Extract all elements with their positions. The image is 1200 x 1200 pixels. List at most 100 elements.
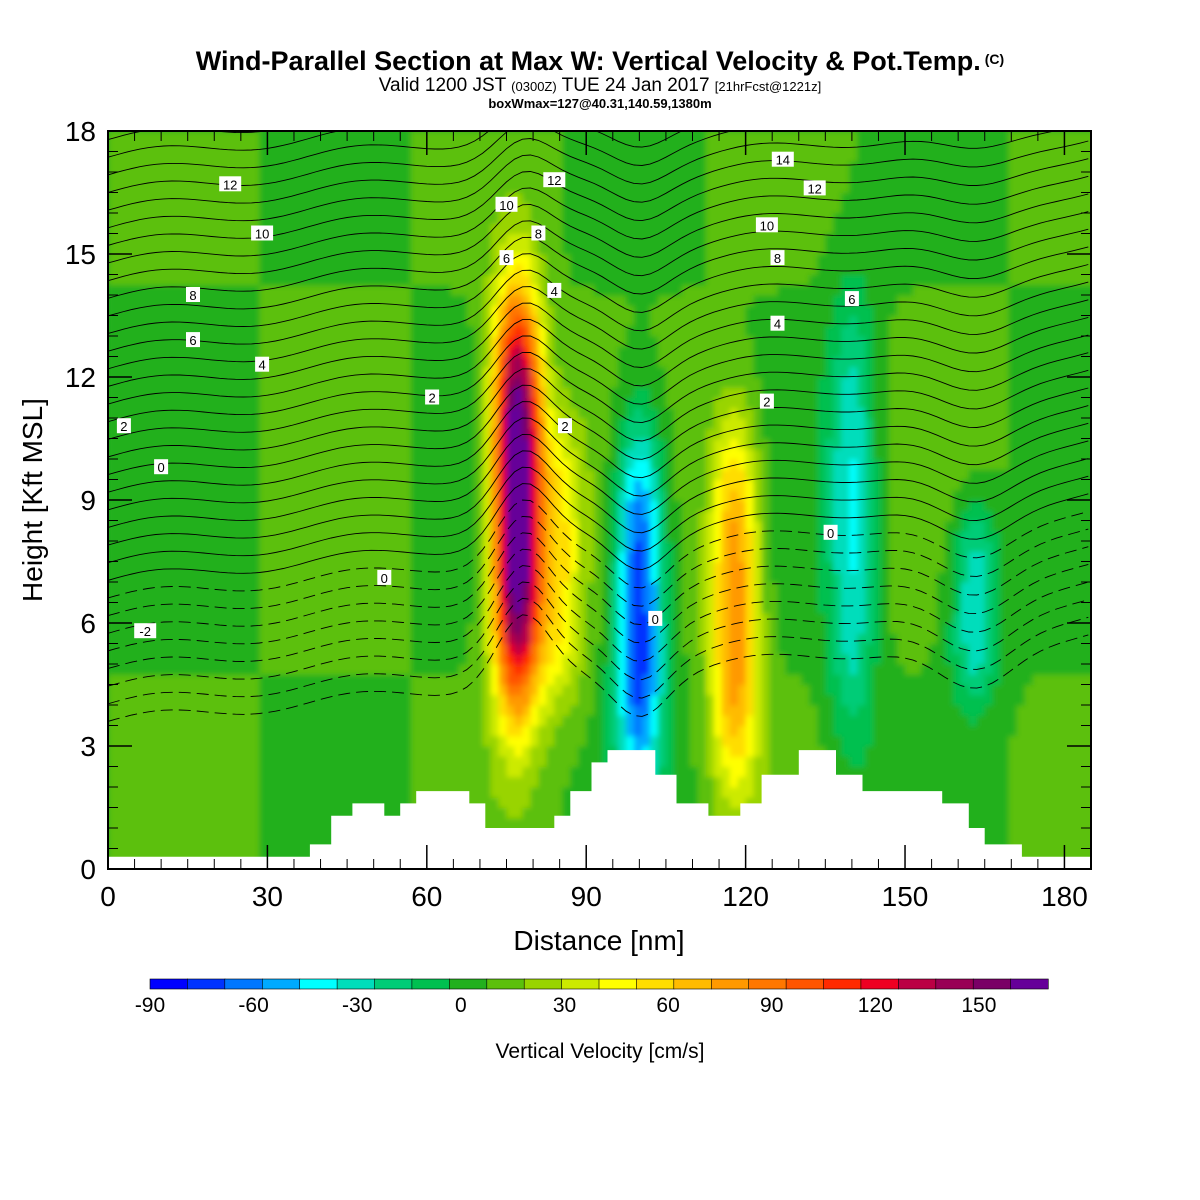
w-cell <box>123 366 133 378</box>
w-cell <box>235 664 245 675</box>
w-cell <box>179 571 189 583</box>
w-cell <box>458 346 468 358</box>
w-cell <box>211 131 221 142</box>
w-cell <box>147 520 157 532</box>
w-cell <box>291 694 300 706</box>
w-cell <box>506 787 516 798</box>
w-cell <box>355 725 364 737</box>
w-cell <box>442 561 452 573</box>
w-cell <box>594 418 603 429</box>
w-cell <box>355 397 364 409</box>
w-cell <box>147 202 157 214</box>
w-cell <box>299 766 308 778</box>
w-cell <box>211 664 221 675</box>
w-cell <box>123 131 133 142</box>
w-cell <box>554 459 563 470</box>
w-cell <box>450 243 460 255</box>
w-cell <box>578 356 587 368</box>
w-cell <box>251 151 261 163</box>
w-cell <box>108 623 117 634</box>
w-cell <box>554 787 563 798</box>
w-cell <box>275 715 284 727</box>
w-cell <box>371 674 380 686</box>
w-cell <box>227 746 237 757</box>
w-cell <box>227 336 237 347</box>
w-cell <box>554 592 563 604</box>
w-cell <box>634 223 643 235</box>
w-cell <box>602 664 611 675</box>
w-cell <box>108 828 117 839</box>
w-cell <box>562 387 571 399</box>
w-cell <box>235 325 245 337</box>
w-cell <box>650 202 659 214</box>
w-cell <box>323 715 332 727</box>
w-cell <box>171 407 181 419</box>
w-cell <box>522 264 532 276</box>
w-cell <box>355 653 364 665</box>
w-cell <box>139 448 149 460</box>
w-cell <box>410 787 420 798</box>
w-cell <box>402 756 412 768</box>
w-cell <box>586 725 595 737</box>
w-cell <box>418 438 428 450</box>
w-cell <box>522 377 532 388</box>
w-cell <box>578 633 587 645</box>
w-cell <box>211 592 221 604</box>
w-cell <box>450 725 460 737</box>
w-cell <box>482 797 492 809</box>
w-cell <box>275 489 284 501</box>
w-cell <box>163 161 173 173</box>
w-cell <box>187 797 197 809</box>
w-cell <box>442 161 452 173</box>
w-cell <box>227 264 237 276</box>
w-cell <box>291 571 300 583</box>
w-cell <box>570 264 579 276</box>
w-cell <box>123 520 133 532</box>
w-cell <box>299 817 308 829</box>
w-cell <box>235 633 245 645</box>
w-cell <box>426 438 436 450</box>
w-cell <box>299 407 308 419</box>
w-cell <box>283 418 292 429</box>
w-cell <box>147 838 157 850</box>
w-cell <box>602 735 611 747</box>
w-cell <box>203 612 213 624</box>
w-cell <box>538 305 547 317</box>
w-cell <box>211 479 221 491</box>
w-cell <box>147 489 157 501</box>
w-cell <box>315 633 324 645</box>
w-cell <box>116 551 125 563</box>
w-cell <box>562 192 571 204</box>
w-cell <box>267 131 276 142</box>
w-cell <box>402 438 412 450</box>
w-cell <box>275 161 284 173</box>
w-cell <box>243 151 253 163</box>
w-cell <box>259 746 268 757</box>
w-cell <box>442 192 452 204</box>
w-cell <box>442 592 452 604</box>
w-cell <box>402 551 412 563</box>
w-cell <box>578 500 587 511</box>
w-cell <box>123 141 133 153</box>
w-cell <box>291 407 300 419</box>
w-cell <box>275 243 284 255</box>
w-cell <box>650 653 659 665</box>
w-cell <box>179 151 189 163</box>
w-cell <box>363 500 372 511</box>
w-cell <box>108 479 117 491</box>
w-cell <box>578 766 587 778</box>
w-cell <box>108 336 117 347</box>
w-cell <box>363 694 372 706</box>
w-cell <box>458 500 468 511</box>
w-cell <box>179 756 189 768</box>
w-cell <box>387 766 396 778</box>
w-cell <box>203 735 213 747</box>
w-cell <box>283 623 292 634</box>
w-cell <box>323 561 332 573</box>
w-cell <box>434 151 444 163</box>
w-cell <box>195 407 205 419</box>
w-cell <box>139 438 149 450</box>
w-cell <box>578 264 587 276</box>
w-cell <box>355 766 364 778</box>
